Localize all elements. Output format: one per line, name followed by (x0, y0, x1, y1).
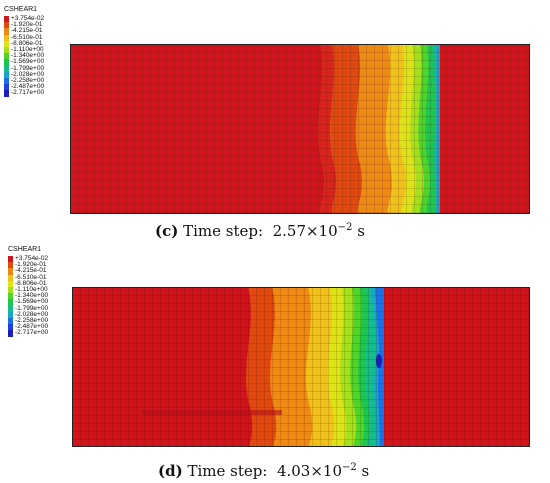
legend-value: -2.487e+00 (15, 323, 49, 331)
legend-row: -1.920e-01 (4, 261, 84, 270)
legend-row: -1.340e+00 (0, 52, 80, 61)
legend-swatch (4, 47, 9, 54)
legend-value: -2.028e+00 (11, 70, 45, 78)
legend-swatch (4, 90, 9, 97)
legend-swatch (4, 40, 9, 47)
caption-mantissa: 2.57×10 (272, 222, 338, 240)
legend-row: -2.258e+00 (4, 317, 84, 326)
legend-swatch (4, 71, 9, 78)
legend-row: -1.569e+00 (4, 299, 84, 307)
caption-mantissa: 4.03×10 (276, 462, 343, 480)
legend-swatch (8, 287, 13, 294)
legend-row: +3.754e-02 (0, 15, 80, 24)
legend-value: -4.215e-01 (11, 27, 43, 35)
legend-row: -4.215e-01 (4, 268, 84, 276)
contour-mesh-c (70, 44, 530, 214)
legend-value: -6.510e-01 (11, 33, 43, 41)
caption-c: (c) Time step: 2.57×10−2 s (155, 222, 365, 240)
caption-exponent: −2 (342, 462, 357, 473)
legend-value: -1.569e+00 (11, 58, 45, 66)
legend-row: -2.717e+00 (4, 330, 84, 338)
legend-row: -1.920e-01 (0, 21, 80, 30)
caption-unit: s (357, 222, 365, 240)
legend-value: -1.110e+00 (11, 46, 44, 53)
caption-exponent: −2 (337, 222, 353, 233)
legend-swatch (4, 16, 9, 23)
legend-swatch (4, 59, 9, 66)
caption-label: Time step: (187, 462, 268, 480)
legend-row: -1.799e+00 (0, 64, 80, 74)
legend-value: -2.258e+00 (15, 317, 49, 324)
legend-swatch (8, 318, 13, 325)
legend-swatch (8, 293, 13, 300)
legend-row: -8.806e-01 (4, 279, 84, 289)
legend-swatch (8, 311, 13, 318)
legend-row: -6.510e-01 (0, 33, 80, 43)
legend-row: -1.799e+00 (4, 304, 84, 314)
legend-title: CSHEAR1 (4, 6, 38, 13)
legend-row: -2.487e+00 (0, 83, 80, 92)
legend-row: -2.028e+00 (0, 70, 80, 80)
legend-swatch (8, 262, 13, 269)
legend-swatch (8, 268, 13, 275)
caption-label: Time step: (183, 222, 264, 240)
legend-swatch (8, 299, 13, 306)
legend-swatch (8, 274, 13, 281)
legend-swatch (8, 324, 13, 331)
legend-value: -2.258e+00 (11, 77, 45, 84)
caption-unit: s (361, 462, 370, 480)
legend-row: -2.717e+00 (0, 90, 80, 98)
legend-row: -6.510e-01 (4, 273, 84, 283)
legend-swatch (4, 84, 9, 91)
legend-swatch (4, 78, 9, 85)
legend-swatch (4, 53, 9, 60)
legend-swatch (4, 34, 9, 41)
legend-value: -1.799e+00 (11, 64, 45, 72)
legend-row: -1.110e+00 (4, 286, 84, 295)
legend-title: CSHEAR1 (8, 246, 42, 253)
caption-letter: (d) (158, 462, 183, 480)
legend-swatch (8, 256, 13, 263)
legend-value: -2.028e+00 (15, 310, 49, 318)
legend-row: -1.569e+00 (0, 59, 80, 67)
legend-row: -8.806e-01 (0, 39, 80, 49)
legend-value: -2.717e+00 (15, 329, 49, 337)
legend-row: -2.028e+00 (4, 310, 84, 320)
legend-value: -1.920e-01 (15, 261, 47, 269)
legend-swatch (4, 28, 9, 35)
legend-row: -1.340e+00 (4, 292, 84, 301)
legend-row: +3.754e-02 (4, 255, 84, 264)
legend-row: -2.258e+00 (0, 77, 80, 86)
legend-value: -1.110e+00 (15, 286, 48, 293)
legend-value: -1.340e+00 (11, 52, 45, 60)
legend-value: -2.487e+00 (11, 83, 45, 91)
legend-row: -1.110e+00 (0, 46, 80, 55)
legend-swatch (8, 280, 13, 287)
legend-value: -2.717e+00 (11, 89, 45, 97)
legend-c: CSHEAR1 +3.754e-02 -1.920e-01 -4.215e-01 -6… (0, 6, 70, 97)
legend-row: -4.215e-01 (0, 28, 80, 36)
legend-value: -1.799e+00 (15, 304, 49, 312)
legend-swatch (4, 65, 9, 72)
legend-value: -8.806e-01 (11, 39, 43, 47)
legend-value: +3.754e-02 (11, 15, 45, 22)
legend-value: -1.340e+00 (15, 292, 49, 300)
legend-value: -1.569e+00 (15, 298, 49, 306)
panel-d: CSHEAR1 +3.754e-02 -1.920e-01 -4.215e-01 -6… (0, 243, 550, 483)
legend-value: -4.215e-01 (15, 267, 47, 275)
caption-letter: (c) (155, 222, 179, 240)
legend-swatch (4, 22, 9, 29)
legend-value: -6.510e-01 (15, 273, 47, 281)
legend-value: -1.920e-01 (11, 21, 43, 29)
caption-d: (d) Time step: 4.03×10−2 s (158, 462, 369, 480)
legend-d: CSHEAR1 +3.754e-02 -1.920e-01 -4.215e-01 -6… (4, 246, 74, 337)
legend-value: +3.754e-02 (15, 255, 49, 262)
contour-mesh-d (72, 287, 530, 447)
legend-row: -2.487e+00 (4, 323, 84, 332)
legend-value: -8.806e-01 (15, 279, 47, 287)
legend-swatch (8, 305, 13, 312)
panel-c: CSHEAR1 +3.754e-02 -1.920e-01 -4.215e-01 -6… (0, 6, 530, 240)
legend-swatch (8, 330, 13, 337)
